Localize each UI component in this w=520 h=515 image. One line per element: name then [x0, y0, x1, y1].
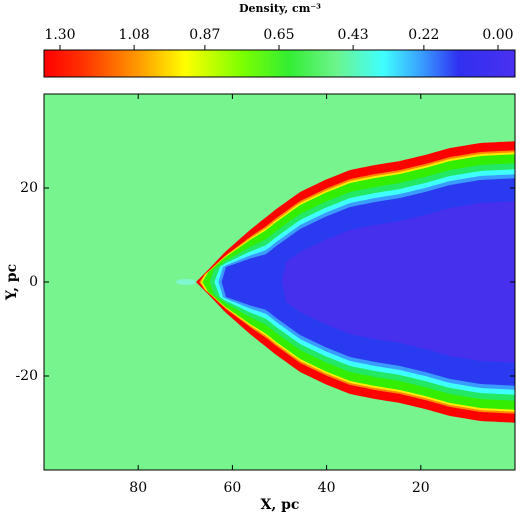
colorbar-tick-label: 0.87 — [189, 27, 220, 43]
x-tick-label: 40 — [318, 480, 336, 496]
x-tick-label: 80 — [129, 480, 147, 496]
x-tick-label: 20 — [412, 480, 430, 496]
y-axis-label: Y, pc — [4, 264, 20, 301]
y-tick-label: -20 — [15, 368, 38, 384]
colorbar-tick-label: 0.00 — [482, 27, 513, 43]
colorbar-tick-label: 0.65 — [263, 27, 294, 43]
colorbar-tick-label: 1.08 — [119, 27, 150, 43]
precursor — [176, 279, 196, 285]
colorbar-title: Density, cm⁻³ — [239, 2, 321, 15]
x-tick-label: 60 — [223, 480, 241, 496]
y-tick-label: 0 — [29, 274, 38, 290]
colorbar-tick-label: 0.22 — [408, 27, 439, 43]
colorbar-tick-label: 1.30 — [44, 27, 75, 43]
colorbar-tick-label: 0.43 — [338, 27, 369, 43]
density-field — [44, 94, 515, 470]
x-axis-label: X, pc — [261, 497, 300, 513]
colorbar — [43, 49, 516, 78]
density-layer — [282, 201, 515, 363]
y-tick-label: 20 — [20, 180, 38, 196]
